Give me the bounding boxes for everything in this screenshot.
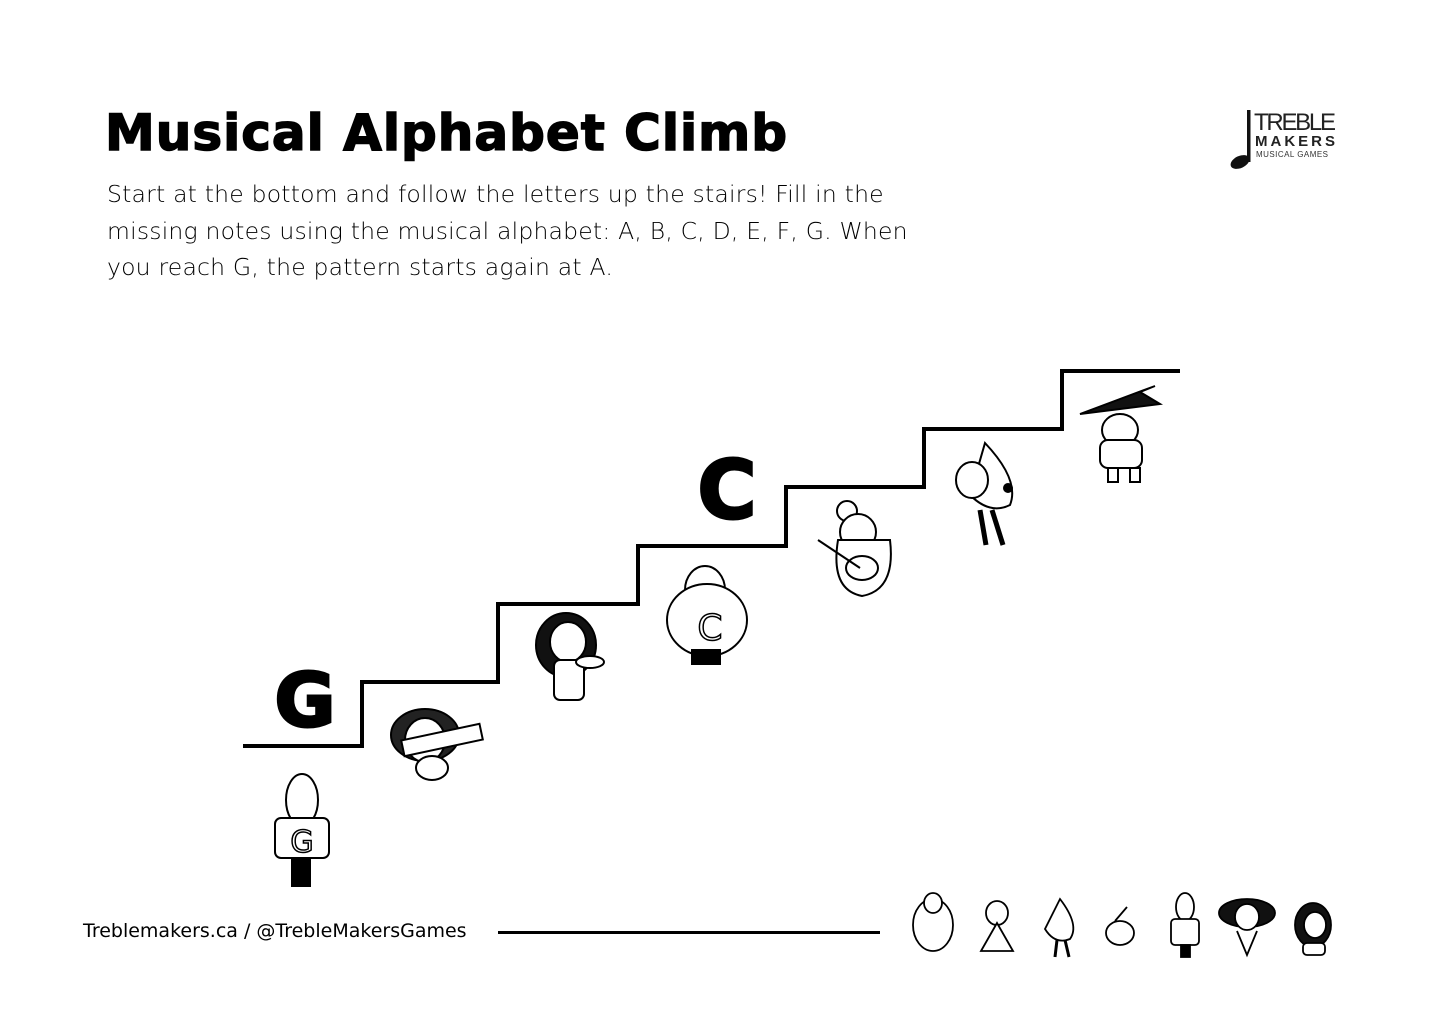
character-c-holder: C (666, 565, 748, 665)
treblemakers-logo: TREBLE MAKERS MUSICAL GAMES (1230, 109, 1336, 169)
character-conductor (1079, 385, 1163, 483)
svg-text:TREBLE: TREBLE (1254, 109, 1336, 136)
stair-line (243, 369, 1180, 748)
footer-divider (498, 931, 880, 934)
character-guitarist (817, 500, 892, 598)
svg-text:C: C (697, 608, 722, 649)
character-lineup (912, 892, 1332, 958)
svg-text:G: G (290, 825, 313, 860)
character-singer (955, 441, 1014, 546)
instructions: Start at the bottom and follow the lette… (107, 180, 908, 281)
step-letter-4: C (698, 444, 757, 537)
character-g-holder: G (274, 773, 330, 887)
character-violinist (535, 612, 605, 701)
page-title: Musical Alphabet Climb (104, 103, 789, 163)
footer-credits: Treblemakers.ca / @TrebleMakersGames (83, 920, 467, 942)
svg-text:MUSICAL GAMES: MUSICAL GAMES (1256, 150, 1328, 159)
svg-text:MAKERS: MAKERS (1255, 133, 1335, 150)
character-keyboard-player (390, 708, 484, 781)
step-letter-1: G (275, 658, 336, 744)
